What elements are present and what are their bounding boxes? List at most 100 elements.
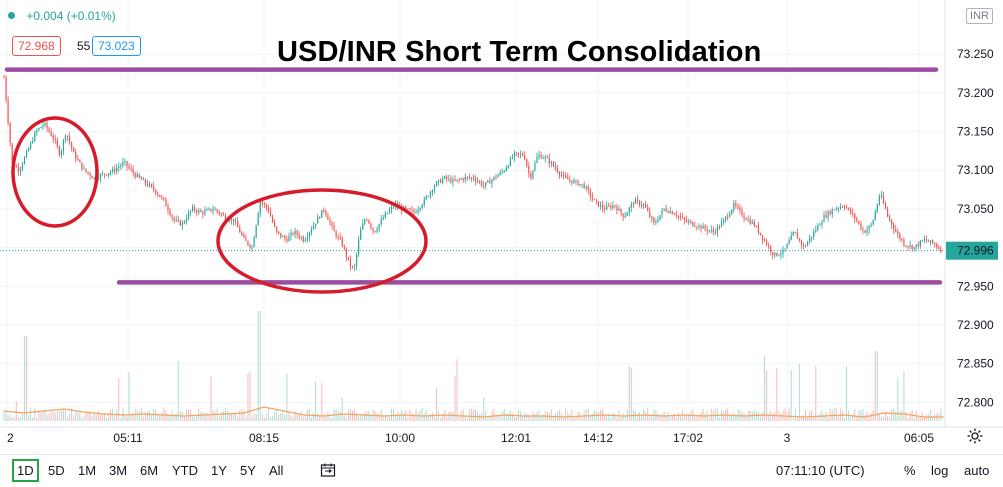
range-1d-button[interactable]: 1D <box>12 459 39 482</box>
volume-bar <box>81 417 83 421</box>
candle-body <box>507 165 509 168</box>
volume-bar <box>649 414 651 421</box>
volume-bar <box>698 415 700 421</box>
log-scale-button[interactable]: log <box>931 463 949 478</box>
volume-bar <box>885 411 886 421</box>
candle-body <box>107 173 110 176</box>
range-6m-button[interactable]: 6M <box>140 463 159 478</box>
candle-body <box>776 252 778 256</box>
y-tick-label: 73.050 <box>957 202 994 216</box>
candle-body <box>837 208 839 210</box>
volume-bar <box>366 411 368 421</box>
volume-bar <box>278 414 280 421</box>
candle-body <box>173 217 175 221</box>
volume-bar <box>356 412 358 421</box>
volume-bar <box>798 363 800 421</box>
candle-body <box>450 178 452 183</box>
compare-range-icon[interactable] <box>320 462 336 478</box>
volume-bar <box>235 413 237 421</box>
volume-bar <box>614 413 616 421</box>
candle-body <box>905 245 907 247</box>
volume-bar <box>522 416 524 421</box>
volume-bar <box>762 412 763 421</box>
volume-bar <box>696 415 698 421</box>
candle-body <box>345 248 347 257</box>
volume-bar <box>347 410 349 421</box>
settings-gear-icon[interactable] <box>966 427 984 445</box>
candle-body <box>224 215 226 220</box>
volume-bar <box>210 376 212 421</box>
range-5y-button[interactable]: 5Y <box>240 463 256 478</box>
percent-scale-button[interactable]: % <box>904 463 916 478</box>
candle-body <box>696 226 698 228</box>
volume-bar <box>495 414 497 421</box>
auto-scale-button[interactable]: auto <box>964 463 990 478</box>
candle-body <box>185 219 188 222</box>
candle-body <box>772 252 774 256</box>
range-1m-button[interactable]: 1M <box>78 463 97 478</box>
range-all-button[interactable]: All <box>269 463 284 478</box>
candle-body <box>827 211 829 218</box>
volume-bar <box>11 416 13 421</box>
candle-body <box>329 219 331 223</box>
last-price-tag-bg <box>946 241 998 260</box>
candle-body <box>534 162 536 171</box>
range-ytd-button[interactable]: YTD <box>172 463 198 478</box>
candle-body <box>735 203 737 207</box>
candle-body <box>784 248 786 250</box>
range-1y-button[interactable]: 1Y <box>211 463 227 478</box>
volume-bar <box>388 416 390 421</box>
candle-body <box>602 204 604 209</box>
volume-bar <box>483 397 485 421</box>
volume-bar <box>386 417 388 421</box>
range-5d-button[interactable]: 5D <box>48 463 65 478</box>
candle-body <box>405 206 407 209</box>
annotation-circles <box>11 116 428 294</box>
annotation-circle-middle <box>216 188 428 294</box>
candle-body <box>251 247 253 249</box>
candle-body <box>192 206 194 211</box>
candle-body <box>83 168 85 170</box>
volume-bar <box>427 415 429 421</box>
volume-bar <box>755 411 757 421</box>
candle-body <box>230 218 233 221</box>
candle-body <box>112 168 114 172</box>
candle-body <box>122 161 124 166</box>
candle-body <box>856 218 858 222</box>
volume-bar <box>284 414 286 421</box>
volume-bar <box>126 416 128 421</box>
volume-bar <box>352 410 353 421</box>
candle-body <box>825 214 827 218</box>
volume-bar <box>110 409 112 421</box>
candle-body <box>895 229 897 232</box>
candle-body <box>218 211 220 214</box>
spread-value: 55 <box>72 36 96 55</box>
utc-clock[interactable]: 07:11:10 (UTC) <box>776 463 865 478</box>
volume-bar <box>44 408 46 421</box>
candle-body <box>85 168 87 172</box>
candle-body <box>140 177 142 180</box>
candle-body <box>886 208 889 216</box>
candle-body <box>522 153 524 156</box>
volume-bar <box>780 413 782 421</box>
candle-body <box>28 148 30 152</box>
candle-body <box>56 140 58 147</box>
candle-body <box>485 182 487 186</box>
candle-body <box>932 240 934 244</box>
volume-bar <box>147 412 148 421</box>
candle-body <box>790 235 792 241</box>
candle-body <box>60 150 62 156</box>
ask-price[interactable]: 73.023 <box>92 36 141 56</box>
volume-bar <box>202 411 204 421</box>
volume-bar <box>26 336 28 421</box>
x-tick-label: 08:15 <box>249 431 279 445</box>
volume-bar <box>48 412 50 421</box>
volume-bar <box>75 410 77 421</box>
volume-bar <box>893 408 895 421</box>
volume-bar <box>919 417 921 421</box>
bid-price[interactable]: 72.968 <box>12 36 61 56</box>
range-3m-button[interactable]: 3M <box>109 463 128 478</box>
candle-body <box>356 253 358 267</box>
x-tick-label: 3 <box>784 431 791 445</box>
